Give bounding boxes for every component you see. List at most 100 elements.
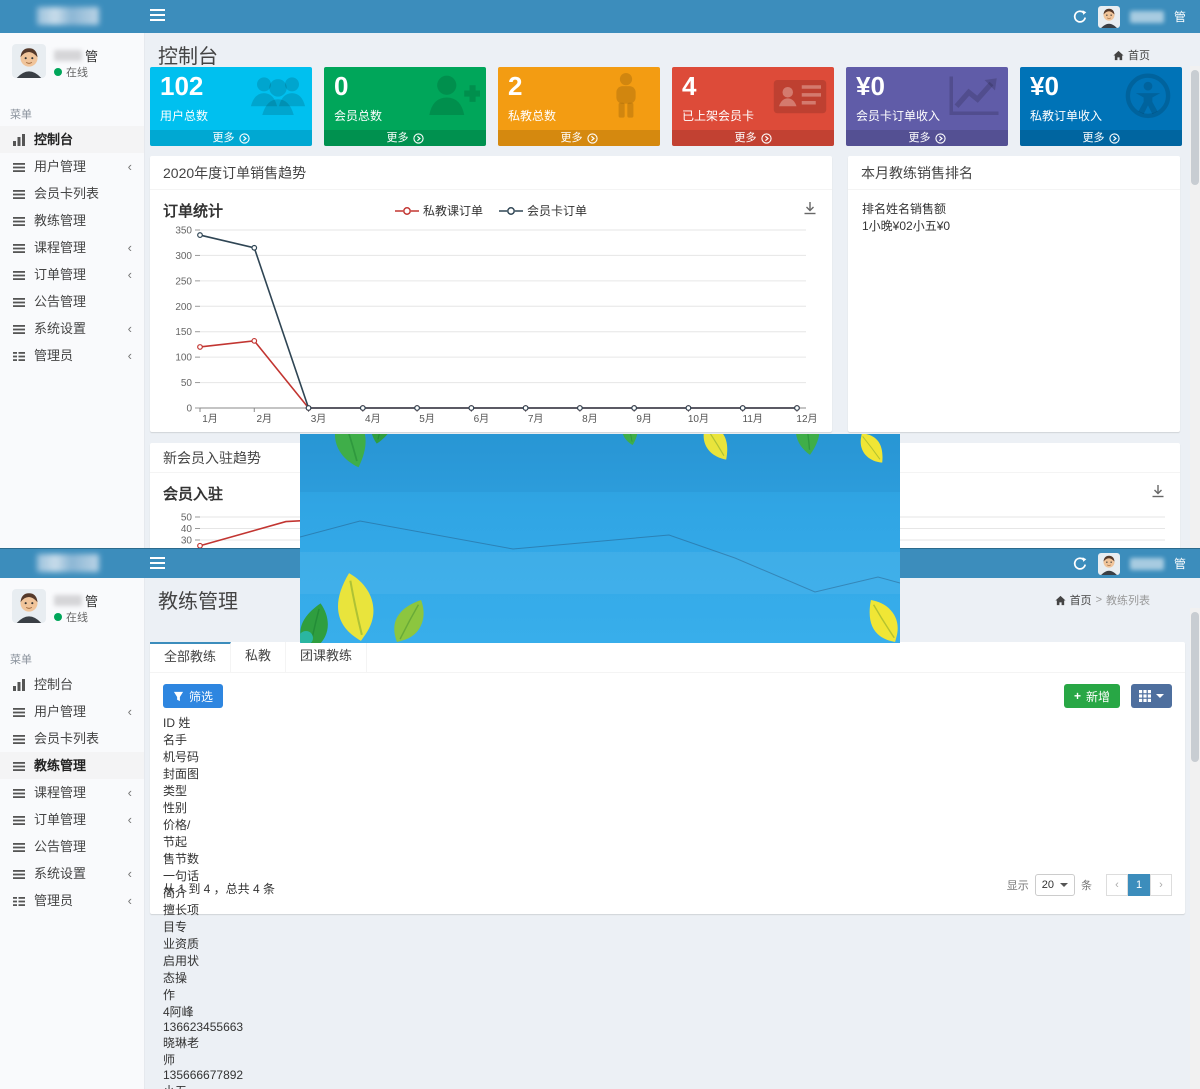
user-avatar [12,44,46,78]
stat-card: 2 私教总数 更多 [498,67,660,146]
svg-text:30: 30 [181,536,193,547]
card-more-link[interactable]: 更多 [324,130,486,146]
scrollbar[interactable] [1190,608,1200,1089]
page-number-button[interactable]: 1 [1128,874,1150,896]
refresh-icon[interactable] [1072,556,1088,572]
stat-cards-row: 102 用户总数 更多 0 会员总数 更多 2 私教总数 更多 4 已上架会员卡 更多 ¥0 会员卡订单收… [150,67,1182,146]
user-status: 在线 [54,64,88,80]
sidebar-item-公告管理[interactable]: 公告管理 [0,833,144,860]
svg-text:40: 40 [181,524,193,535]
list-icon [12,349,26,363]
svg-text:12月: 12月 [796,413,817,425]
next-page-button[interactable]: › [1150,874,1172,896]
chevron-left-icon: ‹ [127,267,132,282]
sidebar-item-控制台[interactable]: 控制台 [0,126,144,153]
menu-lines-icon [12,867,26,881]
sidebar-item-会员卡列表[interactable]: 会员卡列表 [0,725,144,752]
home-icon[interactable] [1113,50,1124,61]
home-icon[interactable] [1055,595,1066,606]
coach-tab-box: 全部教练 私教 团课教练 筛选 + 新增 [150,642,1185,1089]
sidebar-item-系统设置[interactable]: 系统设置 ‹ [0,860,144,887]
card-more-link[interactable]: 更多 [150,130,312,146]
page-size-select[interactable]: 20 [1034,874,1075,896]
sidebar-item-管理员[interactable]: 管理员 ‹ [0,887,144,914]
card-more-link[interactable]: 更多 [498,130,660,146]
caret-down-icon [1060,883,1068,887]
sidebar: 管 在线 菜单 控制台 用户管理 ‹ 会员卡列表 教练管理 课程管理 ‹ 订单管理 ‹ 公告管理系… [0,578,145,1089]
card-more-link[interactable]: 更多 [1020,130,1182,146]
sidebar-menu: 控制台 用户管理 ‹ 会员卡列表 教练管理 课程管理 ‹ 订单管理 ‹ 公告管理 系统设置 ‹ 管理员 ‹ [0,671,144,914]
breadcrumb-current: 教练列表 [1106,595,1150,607]
svg-text:5月: 5月 [419,413,435,425]
svg-text:2月: 2月 [256,413,272,425]
sidebar-item-label: 控制台 [34,132,74,147]
user-name-blurred [1129,557,1164,570]
stat-label: 会员卡订单收入 [856,109,941,123]
sidebar-item-课程管理[interactable]: 课程管理 ‹ [0,779,144,806]
stat-card: 0 会员总数 更多 [324,67,486,146]
legend-item[interactable]: 私教课订单 [394,202,483,219]
user-name-suffix: 管 [1173,10,1186,24]
app-logo[interactable] [37,554,99,572]
app-logo[interactable] [37,7,99,25]
sidebar-item-会员卡列表[interactable]: 会员卡列表 [0,180,144,207]
prev-page-button[interactable]: ‹ [1106,874,1128,896]
sidebar-item-系统设置[interactable]: 系统设置 ‹ [0,315,144,342]
sidebar-item-公告管理[interactable]: 公告管理 [0,288,144,315]
menu-lines-icon [12,705,26,719]
menu-lines-icon [12,786,26,800]
chevron-left-icon: ‹ [127,321,132,336]
breadcrumb-separator: > [1095,594,1102,606]
sidebar-toggle-button[interactable] [150,9,167,23]
stat-card: ¥0 会员卡订单收入 更多 [846,67,1008,146]
svg-text:9月: 9月 [636,413,652,425]
chevron-left-icon: ‹ [127,812,132,827]
svg-text:150: 150 [175,327,192,338]
card-more-link[interactable]: 更多 [846,130,1008,146]
breadcrumb-home[interactable]: 首页 [1069,595,1092,607]
funnel-icon [173,691,184,701]
tab-团课教练[interactable]: 团课教练 [286,642,368,672]
panel-title: 本月教练销售排名 [848,156,1180,190]
stat-label: 私教总数 [508,109,557,123]
sidebar-item-教练管理[interactable]: 教练管理 [0,752,144,779]
sidebar-item-控制台[interactable]: 控制台 [0,671,144,698]
breadcrumb-home[interactable]: 首页 [1128,50,1150,62]
sidebar-item-课程管理[interactable]: 课程管理 ‹ [0,234,144,261]
user-avatar[interactable] [1097,552,1120,575]
menu-lines-icon [12,268,26,282]
filter-button[interactable]: 筛选 [163,684,224,708]
bar-chart-icon [12,133,26,147]
download-icon[interactable] [802,200,818,216]
stat-card: 4 已上架会员卡 更多 [672,67,834,146]
sidebar-item-教练管理[interactable]: 教练管理 [0,207,144,234]
sidebar-item-label: 课程管理 [34,785,87,800]
menu-lines-icon [12,813,26,827]
svg-text:6月: 6月 [474,413,490,425]
sidebar-item-管理员[interactable]: 管理员 ‹ [0,342,144,369]
menu-lines-icon [12,759,26,773]
sidebar-item-订单管理[interactable]: 订单管理 ‹ [0,806,144,833]
chart-title: 订单统计 [163,203,224,220]
pagination: ‹ 1 › [1106,874,1172,896]
sidebar-toggle-button[interactable] [150,557,167,571]
sidebar-user-panel: 管 在线 [0,33,144,98]
scrollbar[interactable] [1190,66,1200,548]
download-icon[interactable] [1150,483,1166,499]
sidebar-item-用户管理[interactable]: 用户管理 ‹ [0,698,144,725]
columns-dropdown-button[interactable] [1131,684,1172,708]
refresh-icon[interactable] [1072,9,1088,25]
tab-全部教练[interactable]: 全部教练 [150,642,232,672]
dashboard-screen: 管 管 在线 菜单 控制台 用户管理 ‹ 会员卡列表 教练管理 课程管理 ‹ 订单管理 ‹ 公告管… [0,0,1200,548]
legend-item[interactable]: 会员卡订单 [499,202,587,219]
caret-down-icon [1156,694,1164,698]
user-avatar[interactable] [1097,5,1120,28]
card-more-link[interactable]: 更多 [672,130,834,146]
sidebar-item-用户管理[interactable]: 用户管理 ‹ [0,153,144,180]
user-avatar [12,589,46,623]
sidebar-item-订单管理[interactable]: 订单管理 ‹ [0,261,144,288]
panel-title: 2020年度订单销售趋势 [150,156,832,190]
add-button[interactable]: + 新增 [1063,684,1120,708]
tab-私教[interactable]: 私教 [231,642,287,672]
leaves-decoration [300,434,898,643]
